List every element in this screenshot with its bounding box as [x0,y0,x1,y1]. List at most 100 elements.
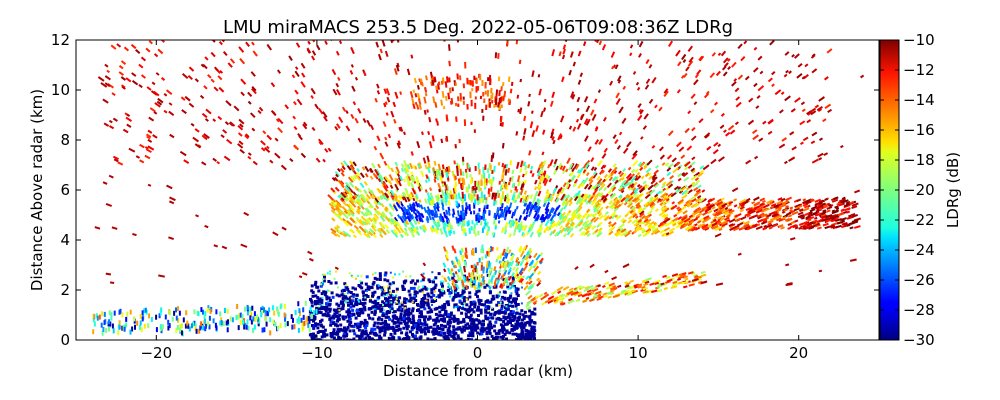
radar-cell [793,207,800,212]
radar-cell [420,213,425,219]
radar-cell [630,176,637,182]
radar-cell [596,181,602,188]
radar-cell [468,272,471,278]
radar-cell [402,206,408,213]
radar-cell [231,317,234,323]
radar-cell [639,187,646,194]
radar-cell [388,174,394,181]
radar-cell [558,51,562,57]
radar-cell [439,194,443,199]
radar-cell [508,249,512,254]
radar-cell [513,314,517,318]
radar-cell [387,311,391,314]
radar-cell [427,130,431,135]
radar-cell [503,261,507,267]
radar-cell [322,290,326,294]
radar-cell [352,174,358,180]
radar-cell [370,328,374,332]
radar-cell [635,225,641,231]
radar-cell [341,328,345,332]
radar-cell [546,201,551,208]
radar-cell [433,307,437,311]
radar-cell [434,101,438,108]
radar-cell [451,194,455,200]
radar-cell [487,251,491,257]
radar-cell [440,323,443,327]
radar-cell [670,206,675,211]
radar-cell [713,215,718,220]
radar-cell [515,188,519,193]
radar-cell [531,130,536,138]
radar-cell [425,174,429,180]
radar-cell [379,215,386,222]
radar-cell [435,306,439,310]
radar-cell [145,47,151,53]
radar-cell [634,168,639,174]
radar-cell [696,220,702,224]
radar-cell [372,227,377,232]
radar-cell [373,276,377,280]
radar-cell [562,182,567,188]
radar-cell [528,247,532,253]
radar-cell [648,98,654,104]
radar-cell [637,218,643,223]
radar-cell [398,302,401,305]
radar-cell [421,131,424,136]
radar-cell [468,227,471,234]
radar-cell [366,199,371,205]
radar-cell [396,214,401,219]
radar-cell [125,116,133,122]
radar-cell [628,176,633,181]
radar-cell [589,175,594,181]
radar-cell [339,198,344,203]
radar-cell [411,334,415,338]
radar-cell [103,122,110,127]
radar-cell [427,177,431,182]
radar-cell [229,58,236,64]
radar-cell [404,297,408,301]
radar-cell [632,160,639,167]
radar-cell [652,196,660,203]
radar-cell [260,312,263,318]
radar-cell [427,198,432,206]
radar-cell [454,175,457,180]
radar-cell [417,202,422,208]
radar-cell [805,215,811,219]
radar-cell [759,212,765,217]
radar-cell [302,324,305,330]
radar-cell [566,225,571,230]
radar-cell [171,316,174,322]
radar-cell [816,105,823,112]
radar-cell [681,189,688,196]
radar-cell [613,170,618,174]
radar-cell [496,207,500,214]
radar-cell [523,128,527,135]
radar-cell [522,264,528,272]
radar-cell [429,192,434,200]
radar-cell [490,334,494,338]
radar-cell [426,166,431,174]
radar-cell [791,54,795,58]
radar-cell [683,72,688,78]
radar-cell [763,218,768,222]
radar-cell [404,231,410,237]
radar-cell [403,167,408,174]
radar-cell [363,301,367,305]
radar-cell [498,269,502,274]
radar-cell [277,311,280,317]
radar-cell [138,63,144,69]
radar-cell [383,102,387,108]
radar-cell [533,301,537,306]
radar-cell [618,106,624,114]
radar-cell [515,256,519,261]
radar-cell [642,286,649,291]
radar-cell [731,81,737,87]
radar-cell [631,289,638,294]
radar-cell [507,303,511,307]
radar-cell [263,307,265,313]
radar-cell [733,78,738,82]
radar-cell [219,69,224,74]
radar-cell [401,285,405,289]
radar-cell [200,321,203,327]
radar-cell [411,301,414,304]
